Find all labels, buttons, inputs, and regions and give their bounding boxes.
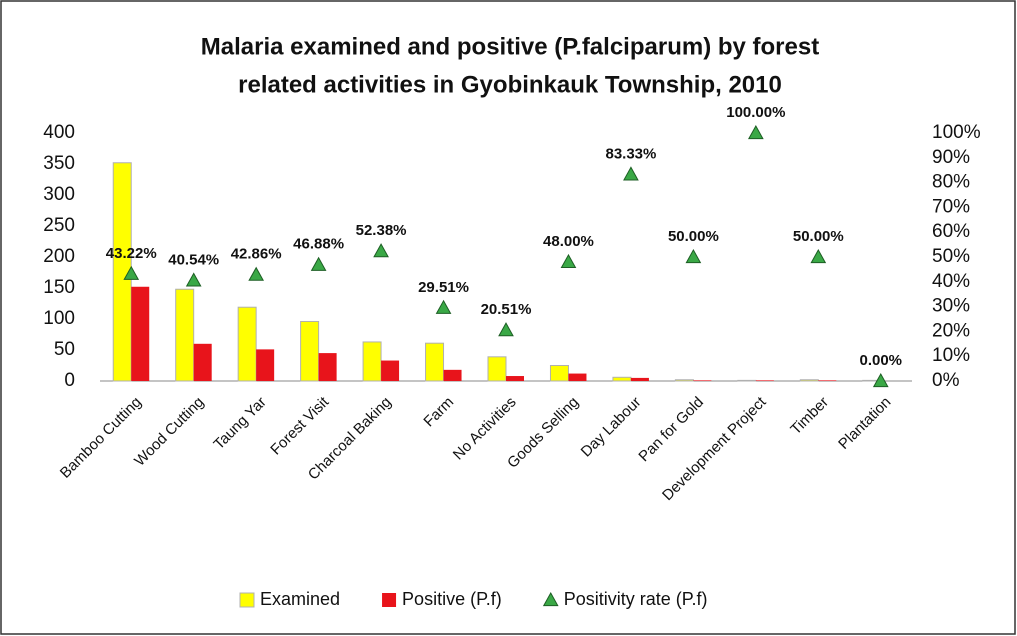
legend-label: Positive (P.f) xyxy=(402,589,502,609)
legend-swatch xyxy=(542,591,559,607)
rate-marker xyxy=(872,372,889,388)
rate-marker xyxy=(560,253,577,269)
rate-marker xyxy=(747,124,764,140)
y2-tick-label: 90% xyxy=(932,147,970,168)
rate-marker xyxy=(623,166,639,181)
data-label: 42.86% xyxy=(231,246,282,263)
y-tick-label: 150 xyxy=(43,277,75,298)
y2-tick-label: 60% xyxy=(932,221,970,242)
bar xyxy=(443,369,462,381)
legend-swatch xyxy=(239,592,255,608)
bar xyxy=(318,353,337,381)
y-tick-label: 0 xyxy=(64,370,75,391)
bar xyxy=(506,376,524,381)
data-label: 46.88% xyxy=(293,236,344,253)
bar xyxy=(630,377,649,381)
y2-tick-label: 50% xyxy=(932,246,970,267)
data-label: 52.38% xyxy=(356,222,407,239)
bar xyxy=(674,379,694,382)
bar xyxy=(568,373,587,381)
rate-marker xyxy=(685,248,702,264)
rate-marker xyxy=(435,299,452,314)
bar xyxy=(237,306,257,382)
bar xyxy=(362,341,382,382)
bar xyxy=(693,380,712,381)
data-label: 40.54% xyxy=(168,251,219,268)
data-label: 20.51% xyxy=(481,301,532,318)
rate-marker xyxy=(373,243,389,258)
bar xyxy=(381,360,400,381)
bar xyxy=(487,356,507,382)
bar xyxy=(256,349,275,381)
legend-label: Positivity rate (P.f) xyxy=(564,589,708,609)
data-label: 50.00% xyxy=(668,228,719,245)
data-label: 48.00% xyxy=(543,233,594,250)
y2-tick-label: 80% xyxy=(932,172,970,193)
y-tick-label: 100 xyxy=(43,308,75,329)
chart-title: related activities in Gyobinkauk Townshi… xyxy=(238,71,782,98)
bar xyxy=(193,343,212,381)
bar xyxy=(175,288,195,382)
y-tick-label: 50 xyxy=(54,339,75,360)
data-label: 43.22% xyxy=(106,245,157,262)
bar xyxy=(131,286,150,381)
chart-title: Malaria examined and positive (P.falcipa… xyxy=(201,33,819,60)
rate-marker xyxy=(123,265,140,280)
bar xyxy=(755,380,774,381)
data-label: 50.00% xyxy=(793,228,844,245)
y2-tick-label: 0% xyxy=(932,370,960,391)
data-label: 29.51% xyxy=(418,279,469,296)
rate-marker xyxy=(310,256,327,271)
y-tick-label: 400 xyxy=(43,122,75,143)
y-tick-label: 300 xyxy=(43,184,75,205)
rate-marker xyxy=(185,272,202,287)
y2-tick-label: 40% xyxy=(932,271,970,292)
data-label: 0.00% xyxy=(859,352,902,369)
y-tick-label: 350 xyxy=(43,153,75,174)
y-tick-label: 200 xyxy=(43,246,75,267)
legend-label: Examined xyxy=(260,589,340,609)
y2-tick-label: 30% xyxy=(932,296,970,317)
legend-swatch xyxy=(382,593,397,607)
bar xyxy=(612,376,632,382)
data-label: 83.33% xyxy=(605,145,656,162)
y2-tick-label: 20% xyxy=(932,320,970,341)
rate-marker xyxy=(498,322,514,337)
y2-tick-label: 100% xyxy=(932,122,981,143)
bar xyxy=(549,365,569,382)
rate-marker xyxy=(248,266,265,281)
bar xyxy=(425,342,445,382)
rate-marker xyxy=(810,248,827,264)
y2-tick-label: 10% xyxy=(932,345,970,366)
y2-tick-label: 70% xyxy=(932,196,970,217)
y-tick-label: 250 xyxy=(43,215,75,236)
bar xyxy=(818,380,837,381)
bar xyxy=(300,320,320,382)
bar xyxy=(737,379,757,382)
data-label: 100.00% xyxy=(726,104,785,121)
bar xyxy=(799,379,819,382)
